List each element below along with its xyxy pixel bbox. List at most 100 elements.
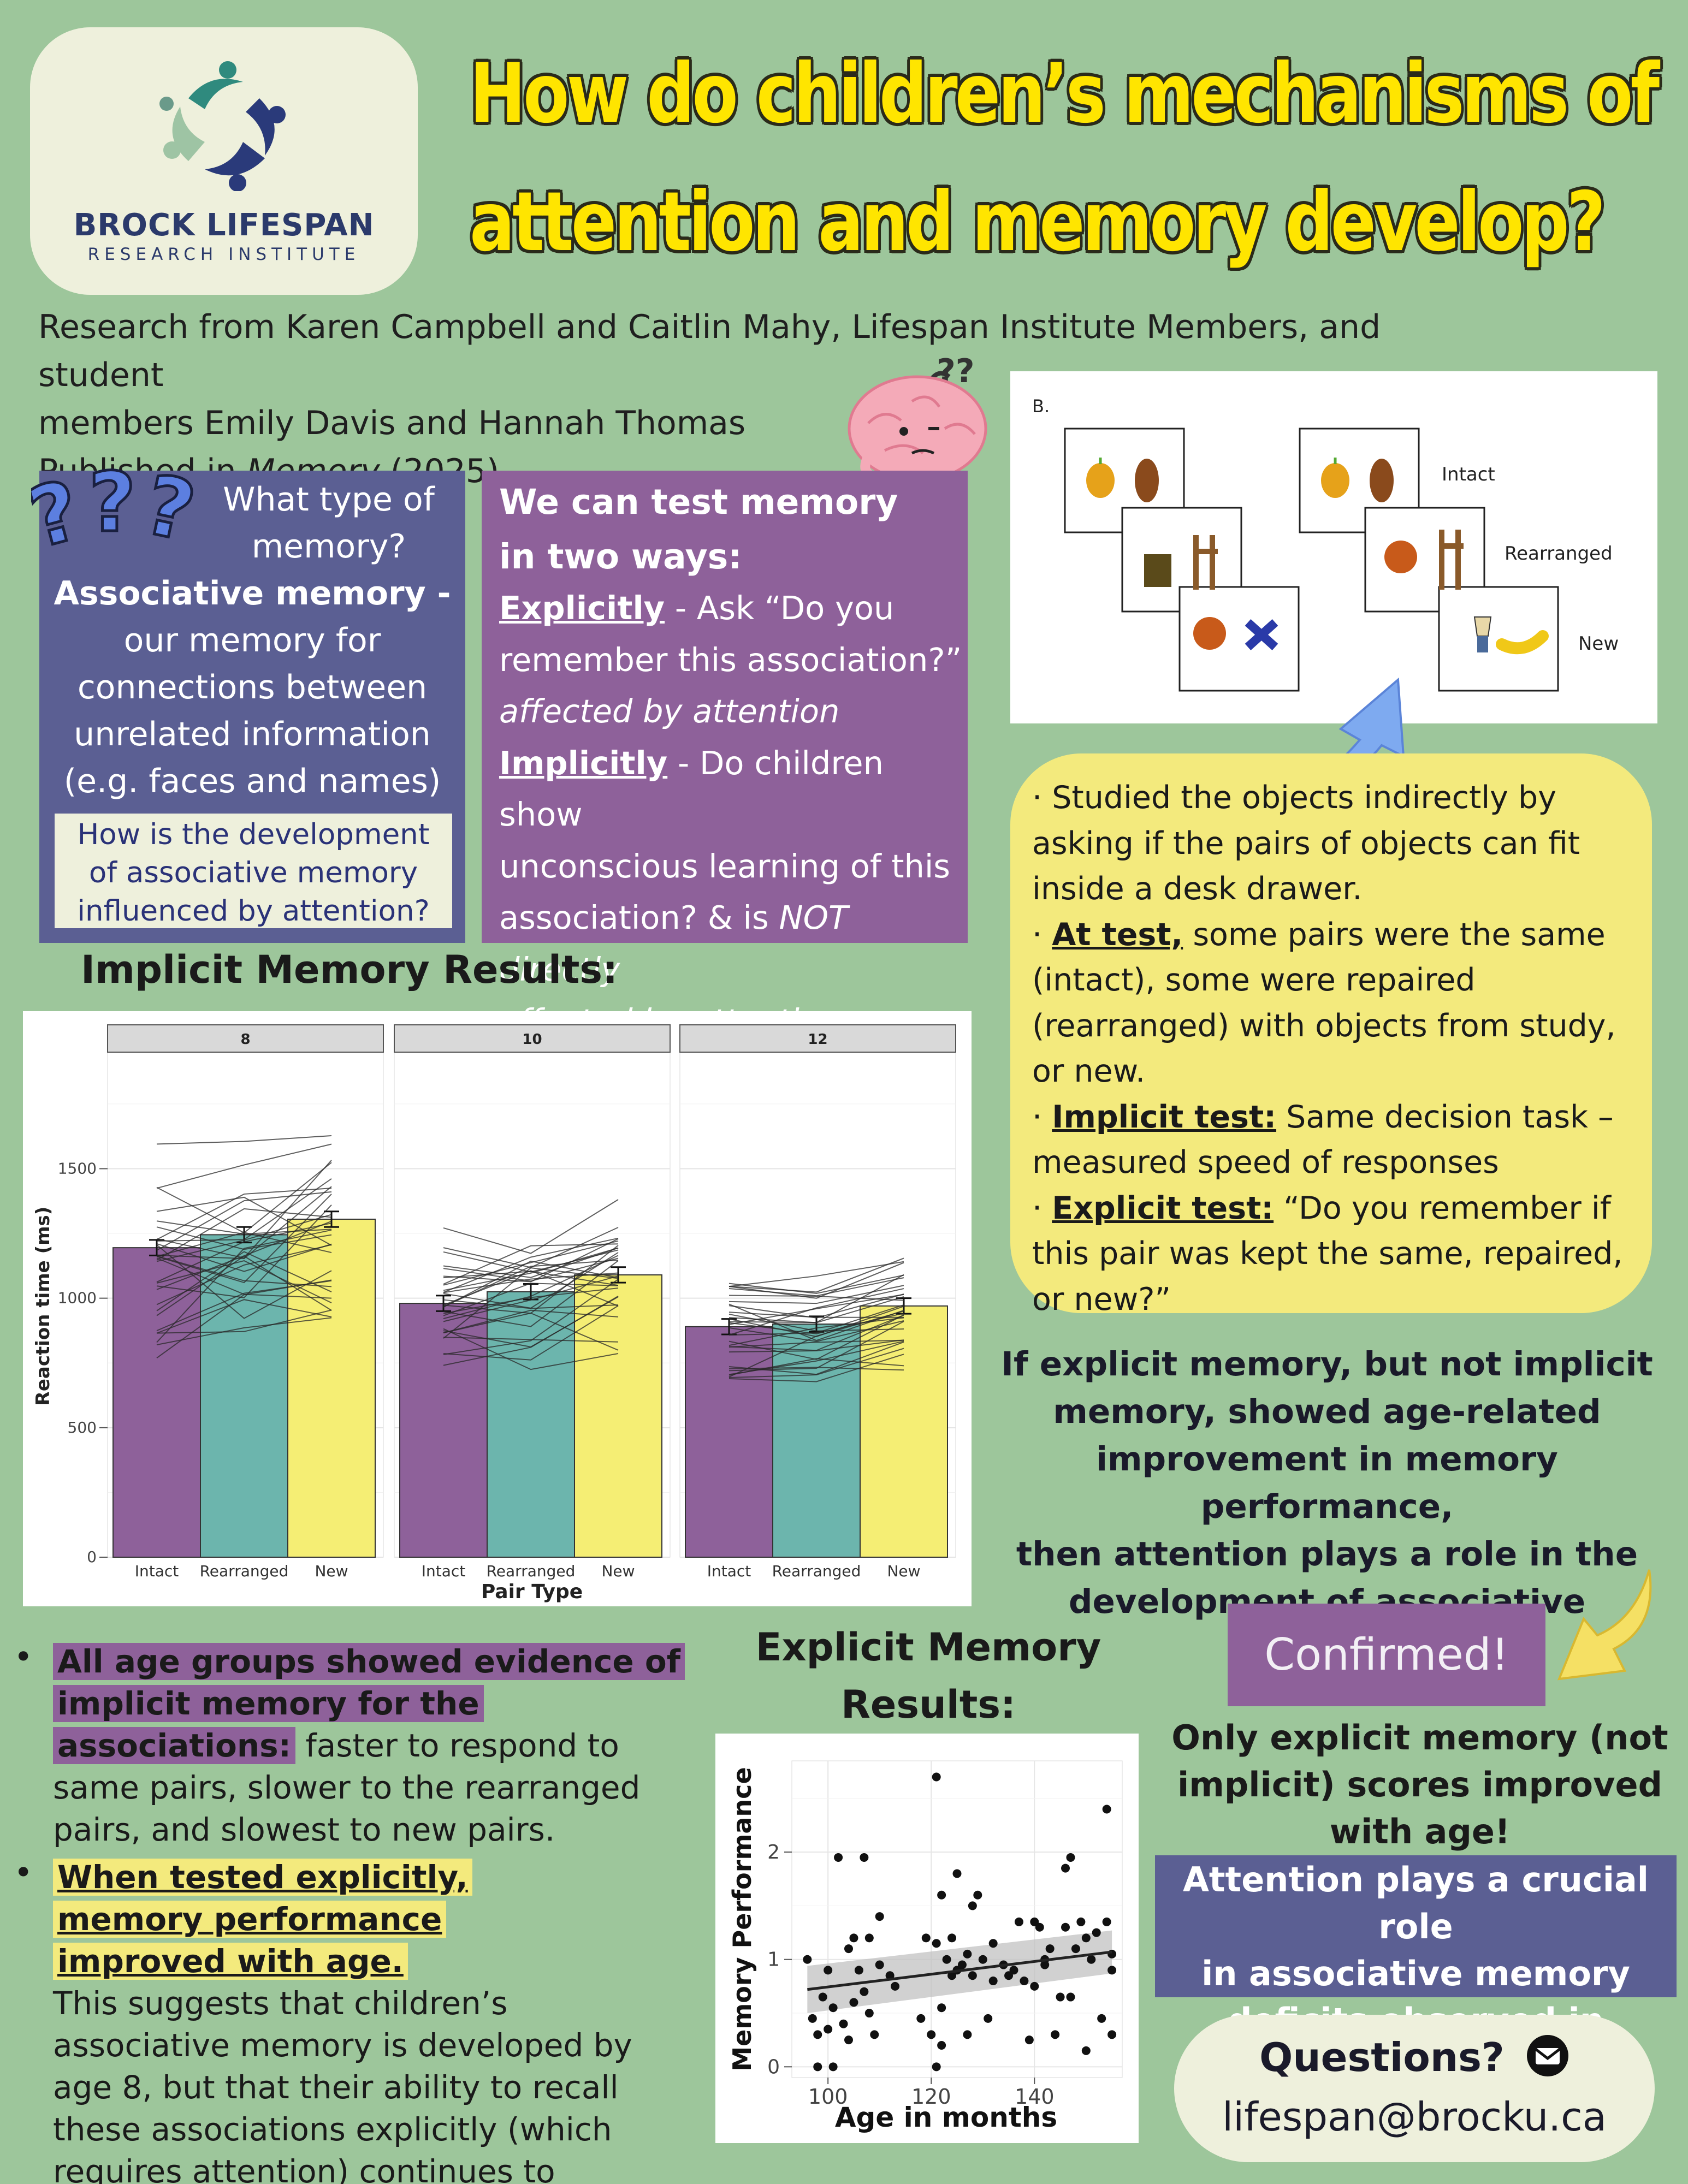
data-point bbox=[844, 2035, 853, 2045]
data-point bbox=[984, 2014, 993, 2023]
explicit-chart-svg: 0 1 2 100 120 140 Memory Performance Age in mon… bbox=[727, 1760, 1123, 2133]
title-line-2: attention and memory develop? bbox=[470, 175, 1606, 270]
bullet-dot: • bbox=[14, 1638, 33, 1676]
data-point bbox=[854, 1966, 863, 1975]
bar-intact bbox=[685, 1326, 773, 1558]
data-point bbox=[968, 1901, 977, 1910]
implicit-label: Implicitly bbox=[499, 744, 668, 782]
panel-label: B. bbox=[1032, 396, 1050, 417]
y-tick-label: 1500 bbox=[58, 1159, 97, 1177]
data-point bbox=[932, 2062, 941, 2072]
data-point bbox=[1024, 2035, 1034, 2045]
data-point bbox=[988, 1939, 998, 1948]
data-point bbox=[864, 2009, 874, 2018]
data-point bbox=[1009, 1966, 1018, 1975]
data-point bbox=[937, 2041, 946, 2050]
explicit-memory-chart: 0 1 2 100 120 140 Memory Performance Age in mon… bbox=[715, 1734, 1139, 2143]
new-label: New bbox=[1578, 633, 1619, 655]
participant-line bbox=[443, 1305, 619, 1361]
svg-text:?: ? bbox=[88, 455, 136, 550]
finding-explicit-highlight: When tested explicitly, memory performan… bbox=[53, 1859, 472, 1980]
explicit-label: Explicitly bbox=[499, 589, 665, 627]
participant-line bbox=[156, 1143, 332, 1189]
data-point bbox=[1030, 1981, 1039, 1991]
participant-line bbox=[443, 1260, 619, 1308]
participant-line bbox=[728, 1340, 904, 1375]
svg-text:?: ? bbox=[31, 462, 90, 553]
participant-line bbox=[728, 1367, 904, 1371]
data-point bbox=[1061, 1863, 1070, 1873]
y-tick-label: 1000 bbox=[58, 1289, 97, 1307]
data-point bbox=[942, 1955, 951, 1964]
panel-label: 12 bbox=[808, 1031, 827, 1048]
data-point bbox=[932, 1772, 941, 1782]
data-point bbox=[963, 2030, 972, 2039]
participant-line bbox=[156, 1299, 332, 1334]
participant-line bbox=[728, 1311, 904, 1318]
memory-type-question: What type of memory? bbox=[223, 480, 435, 566]
data-point bbox=[824, 2025, 833, 2034]
y-tick-label: 0 bbox=[87, 1548, 97, 1566]
participant-line bbox=[156, 1186, 332, 1259]
arrow-down-left-icon bbox=[1557, 1569, 1652, 1681]
x-tick-label: Rearranged bbox=[772, 1562, 861, 1580]
data-point bbox=[1107, 1966, 1117, 1975]
data-point bbox=[957, 1960, 967, 1969]
research-question: How is the development of associative me… bbox=[55, 814, 452, 928]
participant-line bbox=[443, 1227, 619, 1268]
participant-line bbox=[728, 1262, 904, 1299]
y-tick-label: 0 bbox=[767, 2056, 780, 2078]
participant-line bbox=[443, 1247, 619, 1291]
data-point bbox=[1081, 2046, 1091, 2055]
bar-rearranged bbox=[487, 1291, 575, 1558]
data-point bbox=[1066, 1992, 1075, 2002]
question-marks-icon: ? ? ? bbox=[31, 454, 204, 553]
logo-name: BROCK LIFESPAN bbox=[73, 207, 375, 243]
x-tick-label: Intact bbox=[135, 1562, 179, 1580]
panel-strip bbox=[394, 1024, 671, 1053]
participant-line bbox=[443, 1255, 619, 1320]
participant-line bbox=[443, 1260, 619, 1327]
byline-line-2: members Emily Davis and Hannah Thomas bbox=[38, 404, 746, 442]
contact-email[interactable]: lifespan@brocku.ca bbox=[1222, 2094, 1607, 2140]
participant-line bbox=[156, 1226, 332, 1250]
x-axis-label: Age in months bbox=[835, 2102, 1057, 2133]
participant-line bbox=[728, 1339, 904, 1348]
panel-label: 10 bbox=[522, 1031, 542, 1048]
data-point bbox=[973, 1890, 982, 1900]
participant-line bbox=[156, 1317, 332, 1345]
participant-line bbox=[728, 1314, 904, 1332]
method-implicit-test: · Implicit test: Same decision task – me… bbox=[1032, 1099, 1614, 1181]
participant-line bbox=[728, 1320, 904, 1342]
memory-type-panel: ? ? ? What type of memory? Associative m… bbox=[31, 454, 465, 943]
participant-line bbox=[156, 1204, 332, 1298]
questions-row: Questions? bbox=[1174, 2034, 1655, 2087]
intact-label: Intact bbox=[1442, 464, 1495, 485]
bar-intact bbox=[112, 1247, 201, 1558]
data-point bbox=[932, 1939, 941, 1948]
participant-line bbox=[443, 1296, 619, 1348]
participant-line bbox=[443, 1238, 619, 1283]
data-point bbox=[828, 2062, 838, 2072]
method-at-test: · At test, some pairs were the same (int… bbox=[1032, 916, 1616, 1090]
participant-line bbox=[443, 1287, 619, 1314]
y-axis-label: Reaction time (ms) bbox=[32, 1207, 54, 1406]
implicit-results-heading: Implicit Memory Results: bbox=[81, 947, 618, 992]
associative-memory-term: Associative memory - bbox=[54, 574, 451, 613]
y-axis-label: Memory Performance bbox=[727, 1767, 757, 2071]
stimuli-diagram: B. Intact Rearranged New bbox=[1032, 396, 1619, 692]
participant-line bbox=[443, 1199, 619, 1254]
data-point bbox=[963, 1949, 972, 1959]
data-point bbox=[1020, 1977, 1029, 1986]
data-point bbox=[1014, 1917, 1023, 1926]
data-point bbox=[870, 2030, 879, 2039]
x-tick-label: Intact bbox=[707, 1562, 751, 1580]
participant-line bbox=[728, 1288, 904, 1336]
x-axis-label: Pair Type bbox=[481, 1581, 583, 1603]
plot-area bbox=[791, 1760, 1123, 2078]
lifespan-logo-icon bbox=[159, 61, 286, 191]
implicit-memory-chart: 8 Intact Rearranged New 10 Intact Rearranged Ne… bbox=[23, 1011, 972, 1606]
data-point bbox=[968, 1971, 977, 1980]
data-point bbox=[1102, 1805, 1111, 1814]
participant-line bbox=[156, 1162, 332, 1234]
